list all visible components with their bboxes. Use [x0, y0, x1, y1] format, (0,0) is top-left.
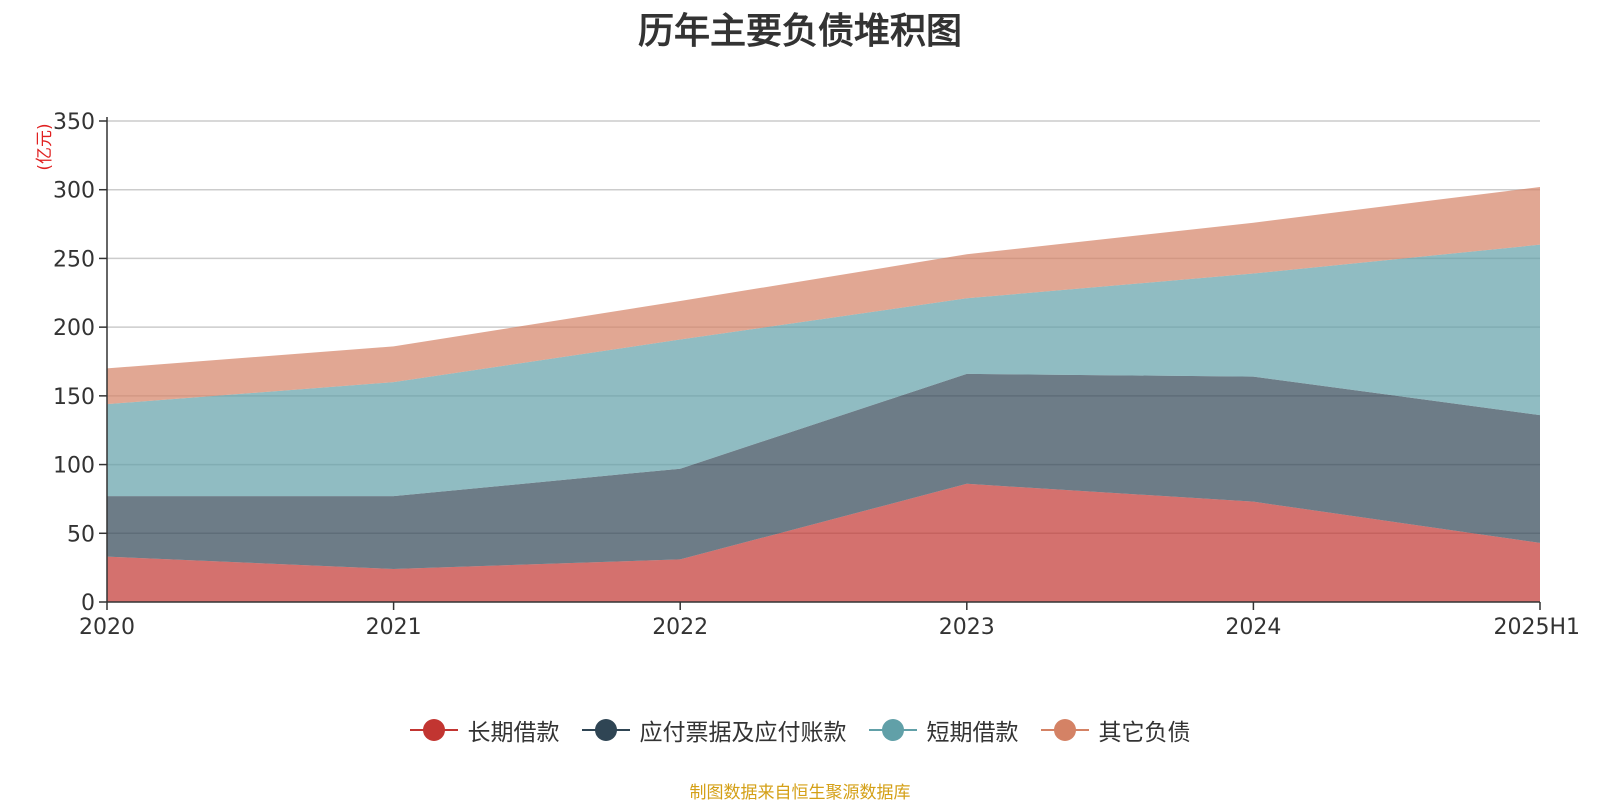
- y-tick-label: 0: [81, 591, 95, 616]
- legend-item[interactable]: 应付票据及应付账款: [581, 713, 847, 747]
- x-tick-label: 2025H1: [1493, 615, 1580, 640]
- y-tick-label: 300: [53, 179, 95, 204]
- legend-marker-icon: [1040, 718, 1089, 742]
- legend-label: 其它负债: [1098, 720, 1191, 746]
- y-tick-label: 350: [53, 110, 95, 135]
- legend-label: 短期借款: [926, 720, 1019, 746]
- x-tick-label: 2023: [939, 615, 995, 640]
- legend-marker-icon: [581, 718, 630, 742]
- legend-item[interactable]: 长期借款: [409, 713, 560, 747]
- x-tick-label: 2020: [79, 615, 135, 640]
- chart-title: 历年主要负债堆积图: [637, 11, 962, 52]
- axes: 0 50 100 150 200 250 300 350 2020 2021 2022 2023 202…: [53, 110, 1580, 640]
- legend-item[interactable]: 短期借款: [868, 713, 1019, 747]
- legend-marker-icon: [409, 718, 458, 742]
- x-tick-label: 2022: [652, 615, 708, 640]
- x-tick-label: 2024: [1225, 615, 1281, 640]
- x-tick-label: 2021: [366, 615, 422, 640]
- y-tick-label: 150: [53, 385, 95, 410]
- area-其它负债: [107, 186, 1540, 405]
- legend-label: 应付票据及应付账款: [639, 720, 847, 746]
- y-tick-label: 250: [53, 247, 95, 272]
- y-axis-unit-label: (亿元): [35, 123, 55, 170]
- legend: 长期借款 应付票据及应付账款 短期借款 其它负债: [0, 712, 1600, 748]
- source-note: 制图数据来自恒生聚源数据库: [689, 783, 911, 803]
- y-tick-label: 50: [67, 522, 95, 547]
- legend-item[interactable]: 其它负债: [1040, 713, 1191, 747]
- y-tick-label: 200: [53, 316, 95, 341]
- area-应付票据及应付账款: [107, 373, 1540, 570]
- area-series: [107, 186, 1540, 602]
- area-长期借款: [107, 483, 1540, 602]
- area-短期借款: [107, 244, 1540, 497]
- legend-marker-icon: [868, 718, 917, 742]
- y-tick-label: 100: [53, 454, 95, 479]
- legend-label: 长期借款: [467, 720, 560, 746]
